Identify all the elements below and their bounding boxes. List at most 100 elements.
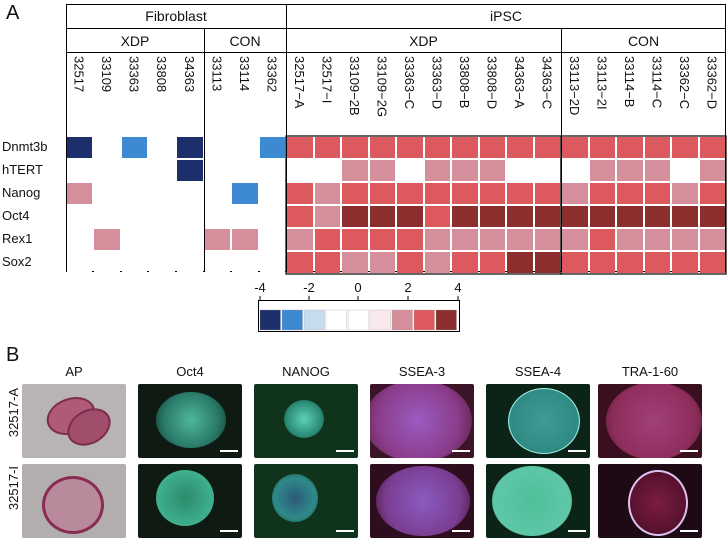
heatmap-cell-rex1-14 — [425, 229, 450, 250]
photo-ssea4-32517-i — [486, 464, 590, 538]
heatmap-cell-nanog-22 — [645, 183, 670, 204]
column-label-3: 33363 — [126, 56, 142, 93]
heatmap-cell-dnmt3b-13 — [397, 137, 423, 158]
nanog-colony — [284, 400, 324, 438]
colorbar-frame — [258, 300, 460, 332]
heatmap-cell-oct4-13 — [397, 206, 423, 227]
heatmap-cell-sox2-20 — [590, 252, 615, 273]
heatmap-cell-oct4-9 — [287, 206, 313, 227]
heatmap-cell-sox2-2 — [94, 252, 120, 273]
heatmap-cell-htert-6 — [205, 160, 230, 181]
row-label-dnmt3b: Dnmt3b — [2, 139, 48, 154]
column-label-24: 33362−D — [704, 56, 720, 110]
heatmap-cell-sox2-18 — [535, 252, 560, 273]
heatmap-cell-oct4-5 — [177, 206, 203, 227]
column-label-18: 34363−C — [539, 56, 555, 110]
heatmap-cell-oct4-18 — [535, 206, 560, 227]
panel-b-header-2: Oct4 — [176, 364, 204, 379]
heatmap-cell-nanog-7 — [232, 183, 258, 204]
heatmap-cell-rex1-16 — [480, 229, 505, 250]
scale-bar — [568, 530, 586, 532]
heatmap-cell-rex1-1 — [67, 229, 92, 250]
photo-ap-32517-a — [22, 384, 126, 458]
heatmap-cell-dnmt3b-19 — [562, 137, 588, 158]
heatmap-cell-rex1-17 — [507, 229, 533, 250]
photo-ssea3-32517-i — [370, 464, 474, 538]
colorbar-swatch-8 — [413, 309, 435, 331]
colorbar-swatch-2 — [281, 309, 303, 331]
heatmap-cell-rex1-13 — [397, 229, 423, 250]
colorbar-tick-5: 4 — [454, 280, 462, 295]
photo-ssea3-32517-a — [370, 384, 474, 458]
heatmap-cell-dnmt3b-11 — [342, 137, 368, 158]
column-label-14: 33363−D — [429, 56, 445, 110]
heatmap-block-frame — [560, 135, 727, 275]
column-label-17: 34363−A — [512, 56, 527, 109]
heatmap-cell-oct4-1 — [67, 206, 92, 227]
heatmap-cell-nanog-13 — [397, 183, 423, 204]
heatmap-cell-sox2-15 — [452, 252, 478, 273]
row-label-32517-i: 32517-I — [6, 466, 21, 511]
heatmap-cell-oct4-2 — [94, 206, 120, 227]
colorbar-swatch-4 — [325, 309, 347, 331]
divider — [204, 28, 205, 272]
heatmap-cell-dnmt3b-7 — [232, 137, 258, 158]
heatmap-cell-htert-3 — [122, 160, 147, 181]
heatmap-cell-oct4-10 — [315, 206, 340, 227]
heatmap-cell-nanog-23 — [672, 183, 698, 204]
heatmap-cell-nanog-20 — [590, 183, 615, 204]
heatmap-cell-oct4-20 — [590, 206, 615, 227]
heatmap-cell-rex1-11 — [342, 229, 368, 250]
scale-bar — [680, 530, 698, 532]
heatmap-cell-rex1-7 — [232, 229, 258, 250]
group-fibroblast: Fibroblast — [145, 8, 207, 24]
heatmap-cell-sox2-6 — [205, 252, 230, 273]
colorbar-swatch-7 — [391, 309, 413, 331]
scale-bar — [452, 450, 470, 452]
heatmap-cell-dnmt3b-12 — [370, 137, 395, 158]
heatmap-cell-dnmt3b-15 — [452, 137, 478, 158]
scale-bar — [680, 450, 698, 452]
heatmap-cell-oct4-8 — [260, 206, 285, 227]
heatmap-cell-oct4-17 — [507, 206, 533, 227]
ssea4-colony — [492, 466, 572, 536]
heatmap-cell-sox2-11 — [342, 252, 368, 273]
subgroup-fib-con: CON — [229, 33, 261, 49]
heatmap-cell-nanog-17 — [507, 183, 533, 204]
photo-ap-32517-i — [22, 464, 126, 538]
colorbar-tick-3: 0 — [354, 280, 362, 295]
heatmap-cell-dnmt3b-22 — [645, 137, 670, 158]
row-label-oct4: Oct4 — [2, 208, 30, 223]
heatmap-cell-oct4-11 — [342, 206, 368, 227]
heatmap-cell-rex1-8 — [260, 229, 285, 250]
heatmap-cell-dnmt3b-23 — [672, 137, 698, 158]
heatmap-cell-oct4-21 — [617, 206, 643, 227]
heatmap-cell-sox2-12 — [370, 252, 395, 273]
row-label-rex1: Rex1 — [2, 231, 33, 246]
panel-b-header-5: SSEA-4 — [514, 364, 562, 379]
heatmap-cell-nanog-14 — [425, 183, 450, 204]
divider — [66, 28, 726, 29]
colorbar-swatch-5 — [347, 309, 369, 331]
heatmap-cell-rex1-19 — [562, 229, 588, 250]
heatmap-cell-nanog-15 — [452, 183, 478, 204]
heatmap-cell-sox2-1 — [67, 252, 92, 273]
column-label-11: 33109−2B — [347, 56, 362, 116]
heatmap-cell-htert-20 — [590, 160, 615, 181]
heatmap-cell-rex1-18 — [535, 229, 560, 250]
panel-b-header-3: NANOG — [282, 364, 330, 379]
heatmap-cell-nanog-8 — [260, 183, 285, 204]
column-label-22: 33114−C — [649, 56, 665, 109]
heatmap-cell-htert-14 — [425, 160, 450, 181]
heatmap-cell-htert-2 — [94, 160, 120, 181]
heatmap-cell-dnmt3b-1 — [67, 137, 92, 158]
heatmap-cell-nanog-10 — [315, 183, 340, 204]
ssea3-colony — [370, 384, 472, 458]
panel-b-label: B — [6, 344, 20, 366]
scale-bar — [220, 530, 238, 532]
tra160-colony — [628, 470, 688, 536]
subgroup-fib-xdp: XDP — [120, 33, 150, 49]
column-label-8: 33362 — [264, 56, 280, 93]
heatmap-cell-dnmt3b-16 — [480, 137, 505, 158]
